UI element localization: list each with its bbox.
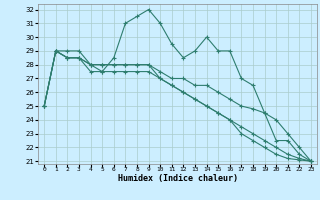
- X-axis label: Humidex (Indice chaleur): Humidex (Indice chaleur): [118, 174, 238, 183]
